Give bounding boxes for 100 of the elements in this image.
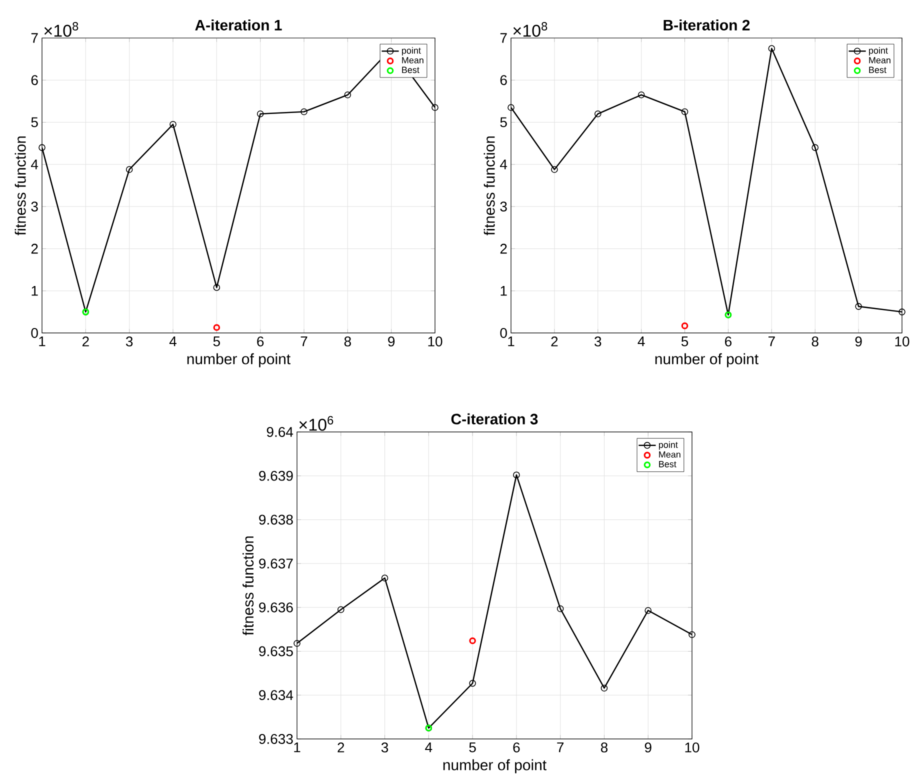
point [508,104,514,112]
point [898,308,906,316]
y-axis-title: fitness function [484,136,495,236]
point [213,284,220,292]
legend-label: Mean [869,57,890,64]
point [469,638,476,644]
point [432,104,438,112]
legend-label: point [402,47,421,56]
x-tick-label: 2 [82,336,89,346]
y-tick-label: 9.633 [259,734,293,744]
x-tick-label: 4 [638,336,645,346]
chart-title: C-iteration 3 [451,414,538,425]
point [513,472,520,479]
point [855,303,862,310]
point [551,166,558,174]
x-tick-label: 9 [855,336,862,347]
x-tick-label: 9 [388,336,395,347]
y-tick-label: 3 [500,202,507,212]
point [812,144,819,152]
point [688,631,696,638]
point [469,680,476,687]
y-tick-label: 6 [500,75,507,86]
x-tick-label: 5 [213,336,220,346]
point [681,322,688,330]
point [381,574,388,582]
point [638,92,645,98]
y-tick-label: 9.637 [259,558,293,569]
point [294,640,300,647]
y-tick-label: 4 [31,160,38,170]
point [126,166,133,174]
point [644,607,652,614]
point [213,324,220,332]
x-tick-label: 8 [600,742,608,753]
point [681,108,688,116]
legend-label: point [658,442,678,450]
y-tick-label: 5 [31,118,38,128]
x-tick-label: 7 [768,336,775,346]
y-tick-label: 7 [500,33,507,43]
y-tick-label: 3 [31,202,38,212]
y-tick-label: 9.636 [259,602,293,613]
text: ×10$^{6}$ [299,416,334,431]
x-tick-label: 3 [594,336,602,347]
x-tick-label: 4 [425,742,432,752]
y-tick-label: 5 [500,118,507,128]
x-tick-label: 3 [126,336,133,347]
x-tick-label: 9 [644,742,652,753]
y-axis-title: fitness function [14,136,26,236]
x-tick-label: 5 [681,336,688,346]
y-tick-label: 0 [500,328,507,338]
chart-title: A-iteration 1 [195,20,282,31]
x-tick-label: 1 [294,742,300,752]
y-tick-label: 1 [32,286,38,296]
legend-label: Best [659,461,676,468]
y-tick-label: 7 [31,33,38,43]
point [556,606,564,612]
point [256,110,264,118]
y-tick-label: 4 [500,160,508,170]
text: ×10$^{8}$ [44,22,78,37]
y-tick-label: 9.639 [259,471,293,481]
legend-label: Best [402,66,420,74]
y-tick-label: 0 [31,328,38,338]
x-tick-label: 5 [469,742,476,752]
point [170,121,176,128]
point [344,92,352,98]
y-axis-title: fitness function [242,536,254,636]
x-tick-label: 6 [725,336,732,347]
x-tick-label: 10 [428,336,442,347]
y-tick-label: 6 [31,75,38,86]
chart-title: B-iteration 2 [664,20,750,31]
y-tick-label: 9.64 [266,427,294,438]
x-tick-label: 10 [685,742,700,753]
x-tick-label: 7 [300,336,308,346]
x-tick-label: 6 [513,742,520,753]
x-axis-title: number of point [443,759,546,774]
x-tick-label: 2 [338,742,344,752]
y-tick-label: 1 [500,286,507,296]
y-tick-label: 9.635 [259,646,293,656]
y-tick-label: 2 [31,244,38,254]
legend-label: point [869,47,888,56]
legend-label: Mean [659,452,680,458]
y-tick-label: 9.634 [259,690,294,700]
point [300,108,308,116]
x-axis-title: number of point [187,353,290,368]
x-tick-label: 8 [344,336,351,347]
y-tick-label: 2 [500,244,507,254]
point [768,45,776,52]
x-tick-label: 3 [381,742,388,753]
point [337,606,344,614]
y-tick-label: 9.638 [259,514,293,525]
x-tick-label: 4 [169,336,176,346]
point [600,684,608,692]
x-tick-label: 10 [895,336,910,347]
x-axis-title: number of point [655,353,758,368]
legend-label: Mean [402,57,424,64]
legend-label: Best [869,66,886,74]
text: ×10$^{8}$ [513,22,548,37]
point [38,144,46,152]
x-tick-label: 1 [39,336,46,346]
point [594,110,602,118]
x-tick-label: 2 [551,336,558,346]
